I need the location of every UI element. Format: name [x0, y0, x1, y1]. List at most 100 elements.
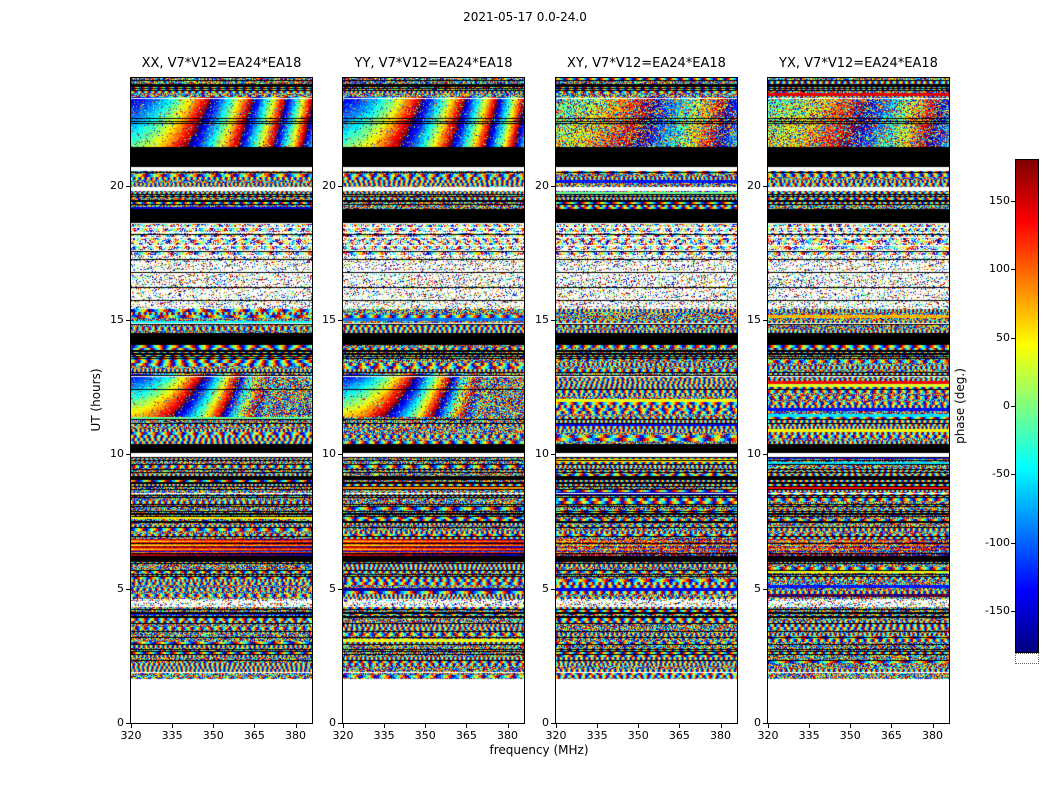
- x-tick-label: 365: [668, 729, 690, 742]
- x-tick-label: 350: [202, 729, 224, 742]
- colorbar: [1015, 159, 1039, 653]
- x-tick-label: 350: [627, 729, 649, 742]
- colorbar-tick-mark: [1011, 611, 1015, 612]
- colorbar-tick-label: 50: [996, 330, 1010, 344]
- colorbar-tick-mark: [1011, 269, 1015, 271]
- colorbar-tick-label: 100: [989, 262, 1010, 276]
- x-tick-mark: [891, 724, 892, 728]
- x-tick-mark: [597, 724, 598, 728]
- y-tick-mark: [338, 454, 342, 456]
- y-tick-mark: [126, 723, 130, 724]
- x-tick-label: 365: [880, 729, 902, 742]
- y-tick-mark: [763, 723, 767, 724]
- y-axis-label: UT (hours): [89, 368, 103, 432]
- y-tick-label: 10: [110, 447, 124, 461]
- colorbar-tick-label: 150: [989, 194, 1010, 207]
- y-tick-mark: [126, 319, 130, 321]
- x-tick-label: 365: [455, 729, 477, 742]
- y-tick-mark: [551, 185, 555, 187]
- x-tick-label: 365: [243, 729, 265, 742]
- panel-title-xx: XX, V7*V12=EA24*EA18: [141, 56, 302, 71]
- figure-title: 2021-05-17 0.0-24.0: [463, 10, 587, 24]
- heatmap-canvas-yy: [343, 78, 524, 723]
- y-tick-label: 0: [542, 716, 549, 729]
- y-tick-label: 15: [747, 312, 761, 326]
- y-tick-mark: [551, 723, 555, 724]
- x-tick-mark: [343, 724, 344, 728]
- x-tick-mark: [721, 724, 722, 728]
- y-tick-mark: [338, 723, 342, 724]
- y-tick-mark: [338, 185, 342, 187]
- y-tick-mark: [338, 588, 342, 590]
- x-tick-mark: [638, 724, 639, 728]
- colorbar-label: phase (deg.): [953, 368, 967, 444]
- x-tick-label: 335: [373, 729, 395, 742]
- y-tick-label: 5: [117, 581, 124, 595]
- x-tick-mark: [131, 724, 132, 728]
- x-tick-label: 380: [497, 729, 519, 742]
- x-tick-label: 320: [757, 729, 779, 742]
- heatmap-panel-xy: [555, 77, 738, 724]
- x-tick-label: 350: [414, 729, 436, 742]
- y-tick-mark: [763, 454, 767, 456]
- x-tick-mark: [384, 724, 385, 728]
- y-tick-label: 15: [535, 312, 549, 326]
- y-tick-mark: [338, 319, 342, 321]
- heatmap-panel-xx: [130, 77, 313, 724]
- x-tick-mark: [296, 724, 297, 728]
- y-tick-label: 5: [329, 581, 336, 595]
- colorbar-tick-mark: [1011, 406, 1015, 407]
- x-tick-mark: [679, 724, 680, 728]
- colorbar-extend-box: [1015, 653, 1039, 664]
- x-tick-mark: [556, 724, 557, 728]
- colorbar-tick-label: -50: [992, 467, 1010, 481]
- y-tick-label: 10: [322, 447, 336, 461]
- x-tick-label: 320: [120, 729, 142, 742]
- x-tick-label: 380: [710, 729, 732, 742]
- x-tick-mark: [508, 724, 509, 728]
- y-tick-mark: [763, 185, 767, 187]
- heatmap-panel-yx: [767, 77, 950, 724]
- x-tick-mark: [172, 724, 173, 728]
- heatmap-canvas-xx: [131, 78, 312, 723]
- x-tick-label: 335: [161, 729, 183, 742]
- y-tick-label: 5: [542, 581, 549, 595]
- y-tick-label: 15: [322, 312, 336, 326]
- x-tick-mark: [425, 724, 426, 728]
- colorbar-tick-mark: [1011, 201, 1015, 202]
- x-tick-label: 380: [922, 729, 944, 742]
- y-tick-label: 10: [535, 447, 549, 461]
- x-axis-label: frequency (MHz): [489, 743, 589, 757]
- y-tick-mark: [551, 588, 555, 590]
- colorbar-tick-label: 0: [1003, 399, 1010, 412]
- heatmap-canvas-xy: [556, 78, 737, 723]
- y-tick-label: 10: [747, 447, 761, 461]
- x-tick-mark: [933, 724, 934, 728]
- y-tick-label: 20: [747, 178, 761, 192]
- panel-title-yx: YX, V7*V12=EA24*EA18: [779, 56, 938, 71]
- heatmap-panel-yy: [342, 77, 525, 724]
- x-tick-mark: [466, 724, 467, 728]
- colorbar-gradient: [1016, 160, 1038, 652]
- y-tick-label: 5: [754, 581, 761, 595]
- x-tick-mark: [213, 724, 214, 728]
- y-tick-mark: [126, 185, 130, 187]
- x-tick-label: 320: [332, 729, 354, 742]
- y-tick-label: 20: [535, 178, 549, 192]
- x-tick-label: 320: [545, 729, 567, 742]
- y-tick-mark: [126, 588, 130, 590]
- x-tick-label: 380: [285, 729, 307, 742]
- colorbar-tick-label: -100: [985, 535, 1010, 549]
- y-tick-label: 20: [110, 178, 124, 192]
- x-tick-mark: [850, 724, 851, 728]
- panel-title-xy: XY, V7*V12=EA24*EA18: [567, 56, 726, 71]
- colorbar-tick-label: -150: [985, 604, 1010, 617]
- colorbar-tick-mark: [1011, 542, 1015, 544]
- colorbar-tick-mark: [1011, 337, 1015, 339]
- x-tick-mark: [809, 724, 810, 728]
- y-tick-label: 0: [754, 716, 761, 729]
- y-tick-label: 15: [110, 312, 124, 326]
- panel-title-yy: YY, V7*V12=EA24*EA18: [354, 56, 513, 71]
- heatmap-canvas-yx: [768, 78, 949, 723]
